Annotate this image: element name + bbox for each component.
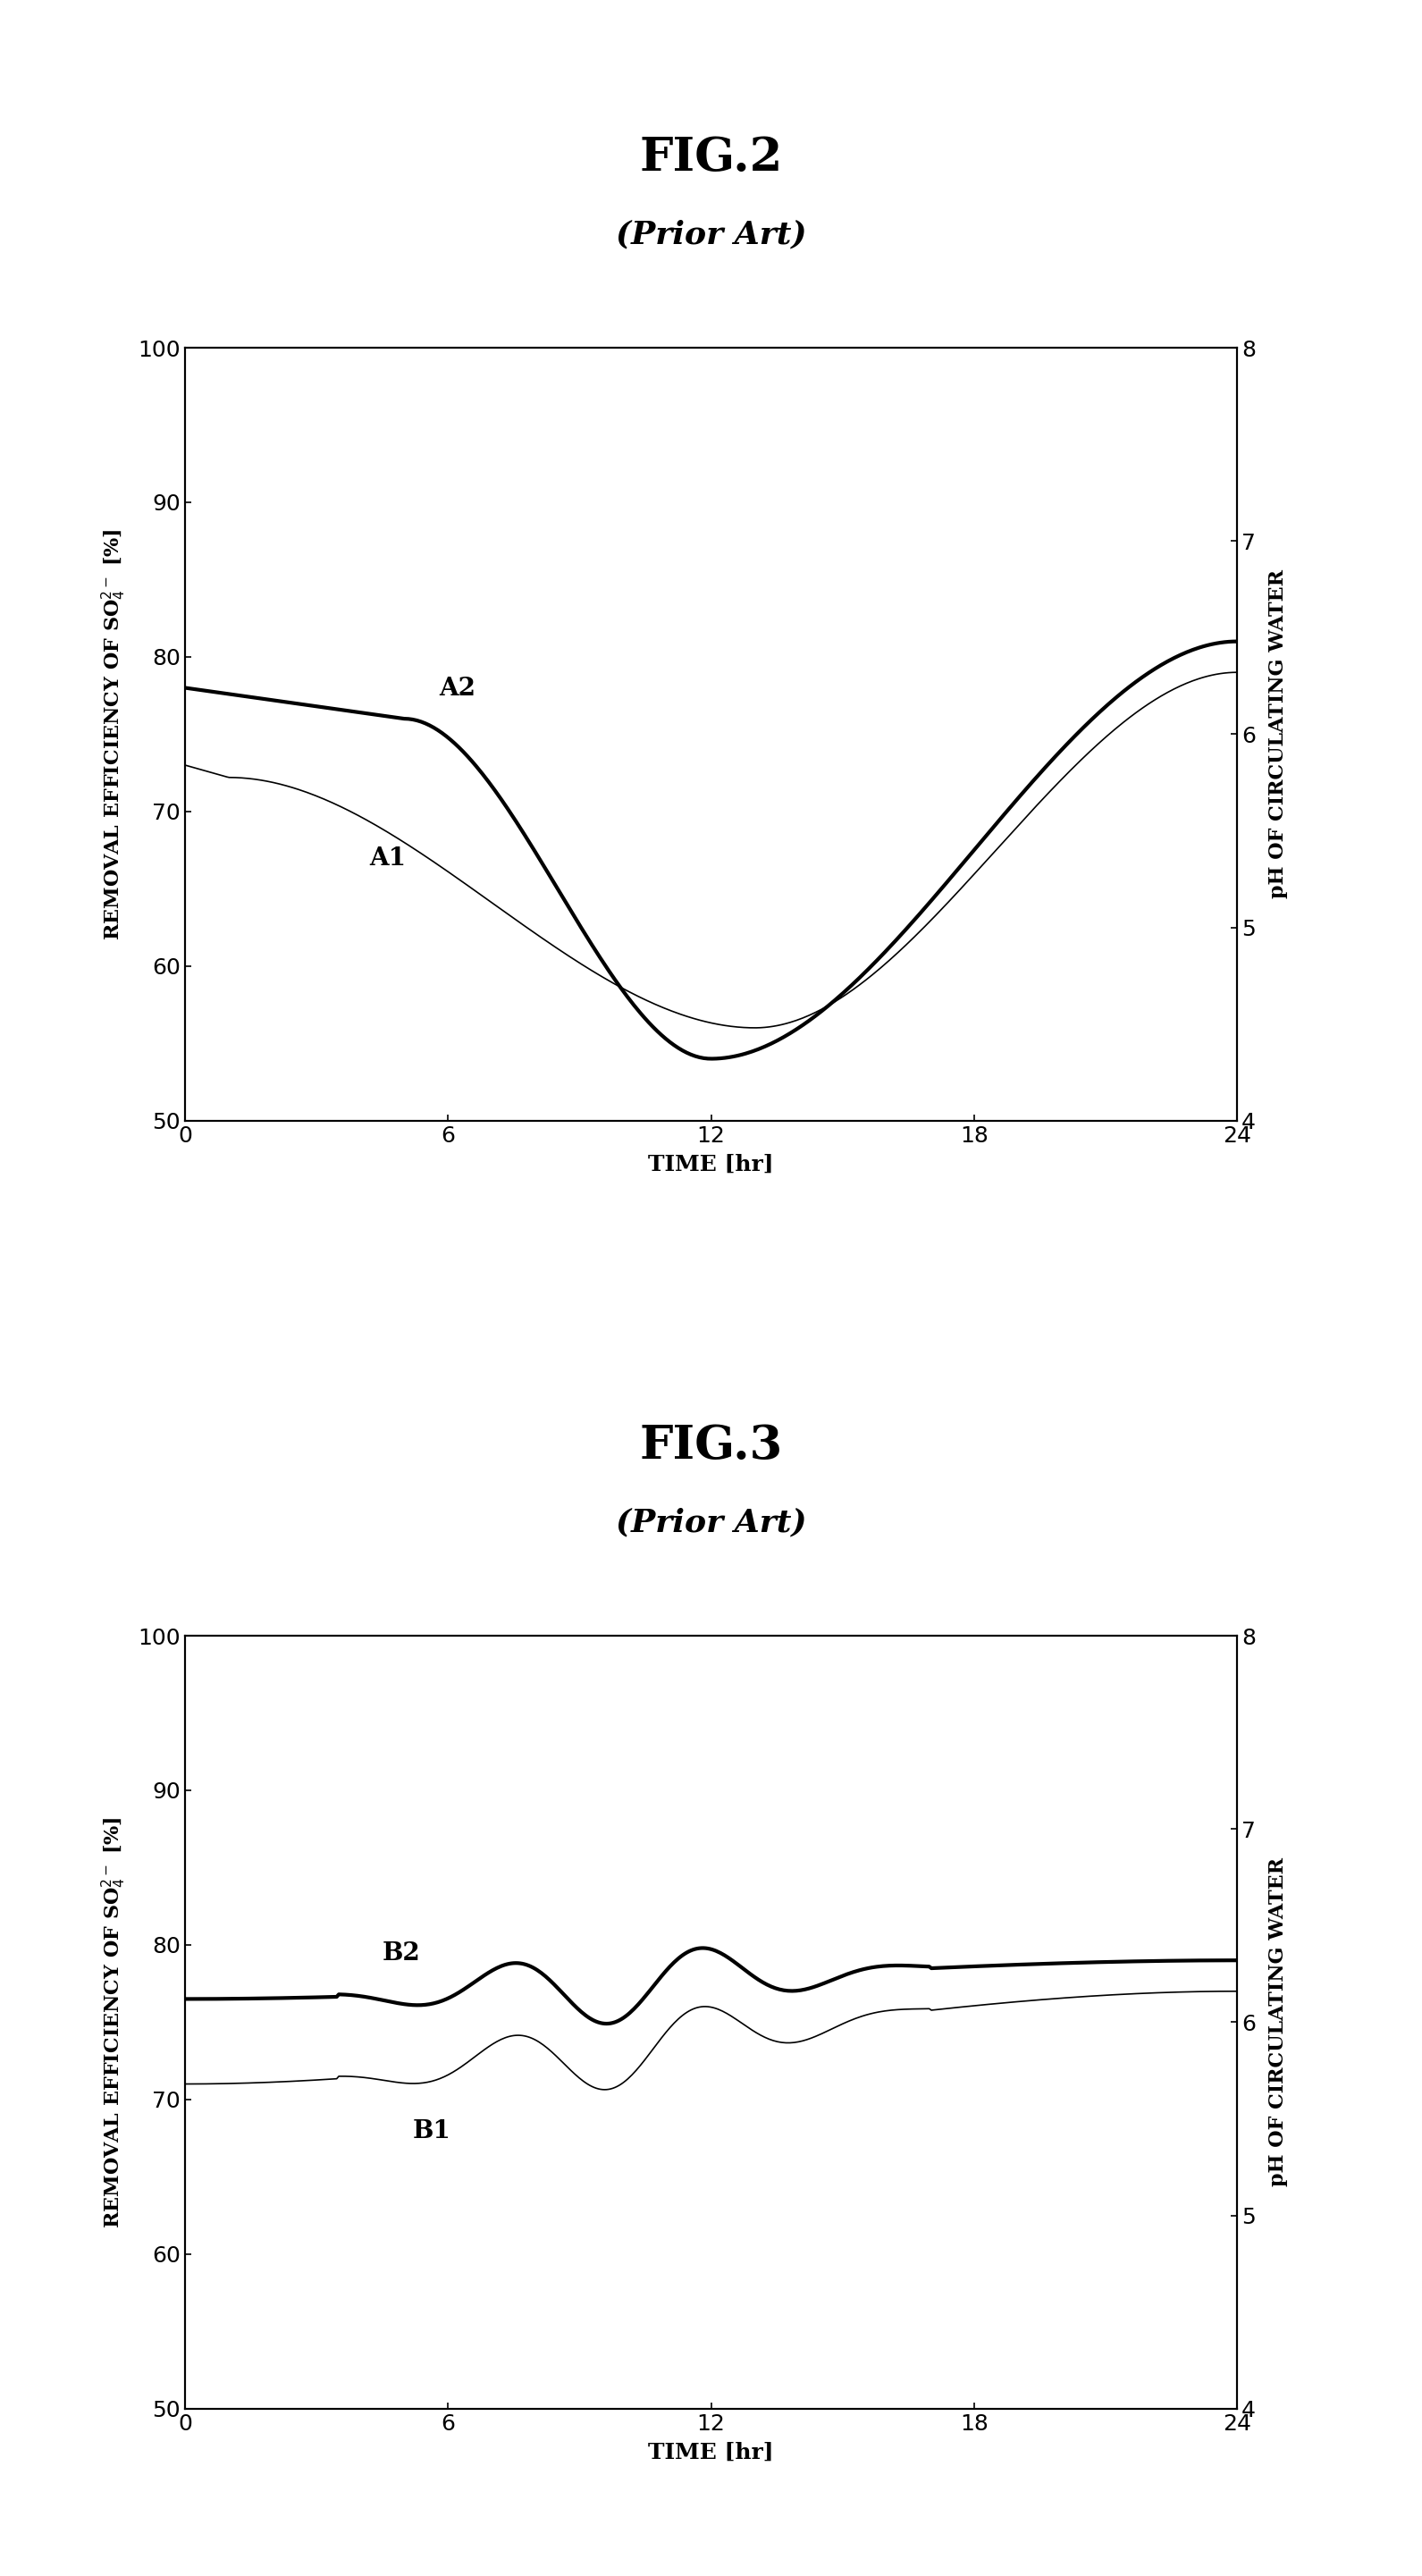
Text: B2: B2 <box>383 1942 421 1965</box>
X-axis label: TIME [hr]: TIME [hr] <box>648 1154 774 1175</box>
Text: (Prior Art): (Prior Art) <box>616 219 806 250</box>
Text: FIG.3: FIG.3 <box>640 1422 782 1468</box>
Text: A2: A2 <box>439 677 476 701</box>
Text: A1: A1 <box>370 848 405 871</box>
Text: B1: B1 <box>412 2120 451 2143</box>
Text: (Prior Art): (Prior Art) <box>616 1507 806 1538</box>
Y-axis label: REMOVAL EFFICIENCY OF SO$_4^{2-}$ [%]: REMOVAL EFFICIENCY OF SO$_4^{2-}$ [%] <box>100 528 128 940</box>
X-axis label: TIME [hr]: TIME [hr] <box>648 2442 774 2463</box>
Y-axis label: pH OF CIRCULATING WATER: pH OF CIRCULATING WATER <box>1268 1857 1288 2187</box>
Text: FIG.2: FIG.2 <box>640 134 782 180</box>
Y-axis label: REMOVAL EFFICIENCY OF SO$_4^{2-}$ [%]: REMOVAL EFFICIENCY OF SO$_4^{2-}$ [%] <box>100 1816 128 2228</box>
Y-axis label: pH OF CIRCULATING WATER: pH OF CIRCULATING WATER <box>1268 569 1288 899</box>
